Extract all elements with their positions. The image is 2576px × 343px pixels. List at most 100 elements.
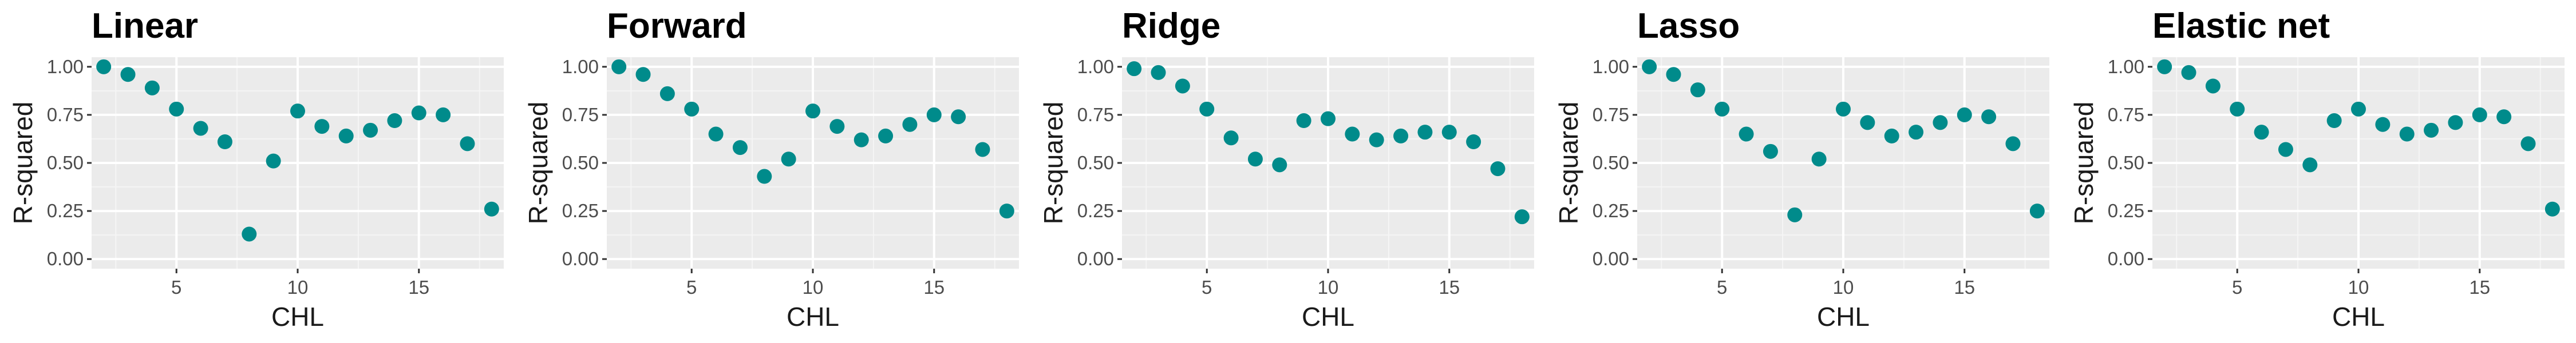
data-point <box>1272 157 1287 173</box>
data-point <box>2005 136 2021 151</box>
data-point <box>1690 82 1705 98</box>
y-tick-label: 0.25 <box>2108 200 2144 221</box>
y-tick-label: 0.25 <box>1077 200 1114 221</box>
y-tick-label: 1.00 <box>2108 56 2144 77</box>
data-point <box>242 226 257 242</box>
data-point <box>338 128 354 143</box>
x-tick-label: 10 <box>2348 277 2369 298</box>
data-point <box>1787 207 1803 222</box>
y-tick-label: 0.25 <box>47 200 84 221</box>
data-point <box>781 151 796 167</box>
data-point <box>1836 101 1851 117</box>
y-tick-label: 0.75 <box>1593 104 1629 125</box>
data-point <box>1514 209 1530 225</box>
data-point <box>902 117 918 132</box>
x-axis-title: CHL <box>787 302 839 332</box>
data-point <box>1957 107 1972 122</box>
panel-linear: Linear 0.00 0.25 0.50 0.75 1.00 5 10 15 CHL R-squ… <box>0 0 515 343</box>
data-point <box>1247 151 1263 167</box>
x-axis-title: CHL <box>271 302 324 332</box>
data-point <box>2254 125 2269 140</box>
data-point <box>96 59 112 74</box>
chart-title: Linear <box>92 6 199 46</box>
data-point <box>635 67 651 82</box>
y-tick-label: 0.75 <box>47 104 84 125</box>
scatter-plot: 0.00 0.25 0.50 0.75 1.00 5 10 15 CHL R-squared <box>1554 56 2049 332</box>
data-point <box>999 204 1014 219</box>
data-point <box>1860 115 1875 130</box>
data-point <box>144 80 160 95</box>
data-point <box>1199 101 1215 117</box>
chart-title: Forward <box>607 6 747 46</box>
data-point <box>2351 101 2366 117</box>
panel-elastic-net: Elastic net 0.00 0.25 0.50 0.75 1.00 5 10 15 CHL… <box>2061 0 2576 343</box>
scatter-plot: 0.00 0.25 0.50 0.75 1.00 5 10 15 CHL R-squared <box>8 56 504 332</box>
y-tick-label: 0.50 <box>1077 152 1114 173</box>
data-point <box>2375 117 2391 132</box>
data-point <box>2205 78 2221 94</box>
data-point <box>1811 151 1827 167</box>
data-point <box>2181 65 2196 80</box>
x-tick-label: 5 <box>1717 277 1727 298</box>
y-axis-title: R-squared <box>1038 102 1068 225</box>
x-tick-label: 10 <box>803 277 824 298</box>
scatter-plot: 0.00 0.25 0.50 0.75 1.00 5 10 15 CHL R-squared <box>2069 56 2565 332</box>
data-point <box>2545 201 2560 217</box>
data-point <box>951 109 966 125</box>
y-tick-label: 0.00 <box>47 248 84 269</box>
data-point <box>460 136 475 151</box>
chart-title: Lasso <box>1637 6 1740 46</box>
x-tick-label: 5 <box>2232 277 2242 298</box>
data-point <box>1490 161 1506 177</box>
data-point <box>1345 126 1360 142</box>
data-point <box>1884 128 1899 143</box>
x-tick-label: 5 <box>171 277 181 298</box>
data-point <box>1642 59 1657 74</box>
x-tick-label: 10 <box>1833 277 1854 298</box>
x-tick-label: 15 <box>1439 277 1460 298</box>
y-tick-label: 0.50 <box>562 152 599 173</box>
data-point <box>120 67 136 82</box>
panel-ridge: Ridge 0.00 0.25 0.50 0.75 1.00 5 10 15 CHL R-squa… <box>1030 0 1546 343</box>
data-point <box>1981 109 1997 125</box>
data-point <box>2326 113 2342 128</box>
data-point <box>1369 132 1384 147</box>
data-point <box>363 122 378 138</box>
y-tick-label: 0.50 <box>1593 152 1629 173</box>
data-point <box>436 107 451 122</box>
data-point <box>2157 59 2172 74</box>
y-tick-label: 0.25 <box>1593 200 1629 221</box>
data-point <box>829 119 845 134</box>
data-point <box>1321 111 1336 126</box>
scatter-plot: 0.00 0.25 0.50 0.75 1.00 5 10 15 CHL R-squared <box>523 56 1019 332</box>
panel-forward: Forward 0.00 0.25 0.50 0.75 1.00 5 10 15 CHL R-sq… <box>515 0 1030 343</box>
data-point <box>2496 109 2512 125</box>
data-point <box>878 128 894 143</box>
data-point <box>1441 125 1457 140</box>
x-tick-label: 15 <box>1954 277 1975 298</box>
data-point <box>2472 107 2487 122</box>
y-tick-label: 0.00 <box>1593 248 1629 269</box>
y-tick-label: 0.00 <box>1077 248 1114 269</box>
data-point <box>1151 65 1166 80</box>
data-point <box>1175 78 1190 94</box>
x-axis-title: CHL <box>1817 302 1870 332</box>
x-tick-label: 5 <box>686 277 697 298</box>
y-tick-label: 0.50 <box>2108 152 2144 173</box>
data-point <box>975 142 990 157</box>
data-point <box>387 113 402 128</box>
data-point <box>1393 128 1409 143</box>
data-point <box>2520 136 2536 151</box>
data-point <box>2424 122 2439 138</box>
data-point <box>2278 142 2293 157</box>
y-tick-label: 0.75 <box>562 104 599 125</box>
x-tick-label: 15 <box>2469 277 2490 298</box>
data-point <box>290 103 305 119</box>
data-point <box>2029 204 2045 219</box>
y-axis-title: R-squared <box>1554 102 1583 225</box>
scatter-plot: 0.00 0.25 0.50 0.75 1.00 5 10 15 CHL R-squared <box>1038 56 1534 332</box>
panel-lasso: Lasso 0.00 0.25 0.50 0.75 1.00 5 10 15 CHL R-squa… <box>1546 0 2061 343</box>
data-point <box>1296 113 1311 128</box>
y-tick-label: 0.75 <box>2108 104 2144 125</box>
